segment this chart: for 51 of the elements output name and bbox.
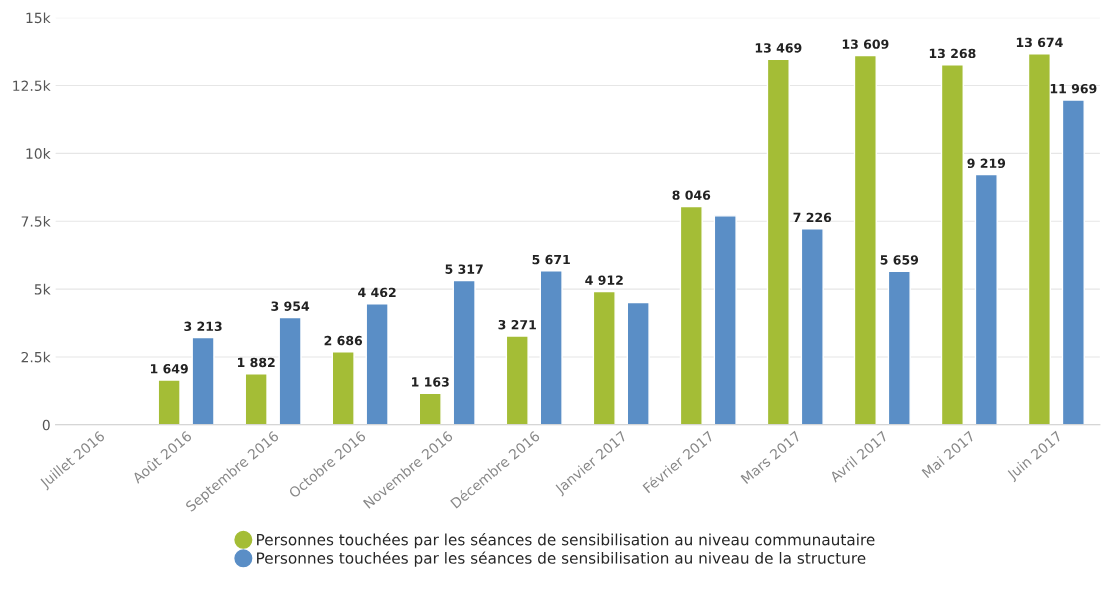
bar <box>418 392 442 425</box>
bar <box>191 336 215 425</box>
bar <box>713 215 737 425</box>
bar <box>626 301 650 425</box>
legend-label: Personnes touchées par les séances de sensibilisation au niveau de la structure <box>257 551 866 567</box>
y-tick-label: 0 <box>42 419 50 431</box>
data-label: 5 671 <box>532 254 570 265</box>
y-tick-label: 10k <box>26 148 51 159</box>
data-label: 13 674 <box>1016 37 1063 48</box>
y-tick-label: 5k <box>34 283 51 295</box>
bar <box>592 290 616 425</box>
data-label: 4 912 <box>585 275 623 285</box>
data-label: 5 659 <box>880 255 919 265</box>
data-label: 13 469 <box>755 43 802 53</box>
data-label: 11 969 <box>1050 83 1097 94</box>
data-label: 5 317 <box>445 264 483 274</box>
bar <box>505 335 529 425</box>
bar <box>331 351 355 425</box>
bar <box>244 373 268 425</box>
data-label: 13 268 <box>929 48 976 59</box>
bar <box>974 173 998 425</box>
data-label: 3 271 <box>498 319 536 330</box>
data-label: 9 219 <box>967 158 1006 169</box>
bar <box>940 64 964 425</box>
bar <box>539 270 563 425</box>
bar <box>365 303 389 425</box>
data-label: 2 686 <box>324 335 363 346</box>
legend-label: Personnes touchées par les séances de sensibilisation au niveau communautaire <box>257 532 875 549</box>
bar <box>1027 52 1051 425</box>
data-label: 13 609 <box>842 39 889 49</box>
data-label: 4 462 <box>358 287 396 298</box>
bar <box>800 227 824 425</box>
bar <box>278 316 302 425</box>
y-tick-label: 12.5k <box>13 80 51 92</box>
bar <box>679 205 703 425</box>
data-label: 1 882 <box>237 357 275 368</box>
bar <box>157 379 181 425</box>
bar <box>1061 99 1085 425</box>
bar <box>853 54 877 425</box>
data-label: 3 213 <box>184 321 222 332</box>
data-label: 8 046 <box>672 190 711 200</box>
data-label: 1 163 <box>412 377 449 387</box>
data-label: 3 954 <box>271 301 310 311</box>
data-label: 1 649 <box>150 364 188 374</box>
y-tick-label: 2.5k <box>21 351 51 363</box>
bar <box>887 270 911 425</box>
y-tick-label: 7.5k <box>21 215 51 227</box>
y-tick-label: 15k <box>26 12 51 24</box>
bar <box>766 58 790 425</box>
data-label: 7 226 <box>793 212 832 223</box>
bar <box>452 279 476 425</box>
